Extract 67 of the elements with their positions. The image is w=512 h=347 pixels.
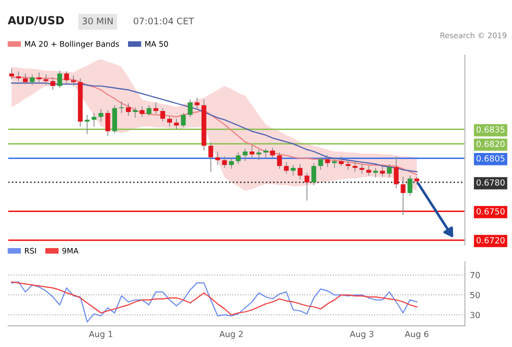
candlestick [338,156,344,166]
candlestick [57,70,62,88]
candlestick [167,115,172,127]
line-series [11,281,418,322]
candlestick [98,108,104,122]
candlestick [194,97,200,111]
candlestick [140,106,145,118]
text: 07:01:04 CET [134,18,194,24]
candlestick [112,104,118,134]
candlestick [325,154,330,168]
candlestick [146,104,152,116]
candlestick [9,68,14,80]
candlestick [256,149,262,161]
candlestick [126,102,131,116]
candlestick [228,158,234,170]
candlestick [119,101,124,114]
y-tick-label: 0.6835 [476,126,504,133]
candlestick [174,118,179,130]
candlestick [50,76,56,90]
x-tick-label: Aug 2 [219,330,243,339]
x-tick-label: Aug 1 [88,330,112,339]
candlestick [242,148,248,162]
candlestick [277,152,282,170]
candlestick [22,73,28,84]
candlestick [290,164,296,176]
candlestick [71,74,76,86]
candlestick [304,172,310,202]
candlestick [16,71,21,82]
y-tick-label: 50 [470,292,480,298]
y-tick-label: 70 [470,272,480,278]
y-tick-label: 0.6820 [476,140,505,148]
candlestick [311,162,316,186]
candlestick [318,156,324,170]
candlestick [180,112,186,128]
candlestick [208,141,214,172]
candlestick [359,164,364,174]
candlestick [153,102,158,114]
candlestick [222,156,227,168]
candlestick [188,99,193,118]
y-tick-label: 0.6805 [476,155,504,162]
candlestick [160,108,166,122]
y-tick-label: 30 [470,312,480,318]
candlestick [332,158,337,168]
candlestick [352,162,358,172]
chart-title: AUD/USD [8,16,64,26]
candlestick [64,71,69,84]
x-tick-label: Aug 6 [404,330,428,339]
y-tick-label: 0.6720 [476,237,505,244]
candlestick [270,147,276,158]
candlestick [346,158,351,170]
candlestick [400,176,406,216]
candlestick [386,164,392,178]
y-tick-label: 0.6780 [476,179,505,186]
chart-subtitle: 30 MIN [82,18,113,24]
candlestick [284,162,289,174]
candlestick [84,114,90,135]
candlestick [36,72,42,83]
candlestick [298,164,302,180]
candlestick [408,175,412,196]
candlestick [105,110,110,137]
x-tick-label: Aug 3 [350,330,374,339]
candlestick [132,106,138,118]
candlestick [263,148,268,159]
line-series [11,281,418,316]
candlestick [394,156,399,189]
candlestick [250,145,254,158]
y-tick-label: 0.6750 [476,208,505,215]
